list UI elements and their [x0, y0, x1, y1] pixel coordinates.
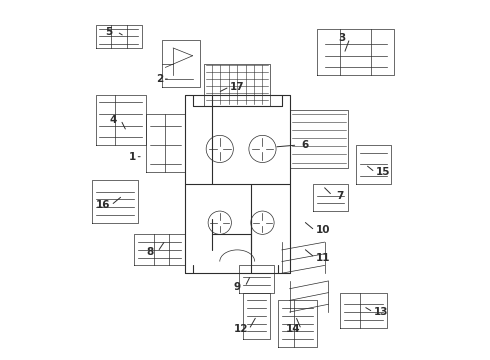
Text: 6: 6: [301, 140, 309, 150]
Text: 17: 17: [230, 82, 245, 92]
Text: 15: 15: [376, 167, 390, 177]
Text: 14: 14: [286, 324, 301, 334]
Text: 4: 4: [109, 115, 117, 125]
Text: 7: 7: [337, 190, 344, 201]
Text: 12: 12: [234, 324, 248, 334]
Text: 9: 9: [234, 282, 241, 292]
Text: 16: 16: [96, 200, 111, 210]
Text: 5: 5: [105, 27, 113, 37]
Text: 2: 2: [156, 74, 163, 84]
Text: 1: 1: [129, 152, 136, 162]
Text: 3: 3: [339, 33, 346, 43]
Text: 10: 10: [316, 225, 330, 235]
Text: 13: 13: [374, 307, 388, 317]
Text: 11: 11: [316, 253, 330, 263]
Text: 8: 8: [146, 247, 153, 257]
